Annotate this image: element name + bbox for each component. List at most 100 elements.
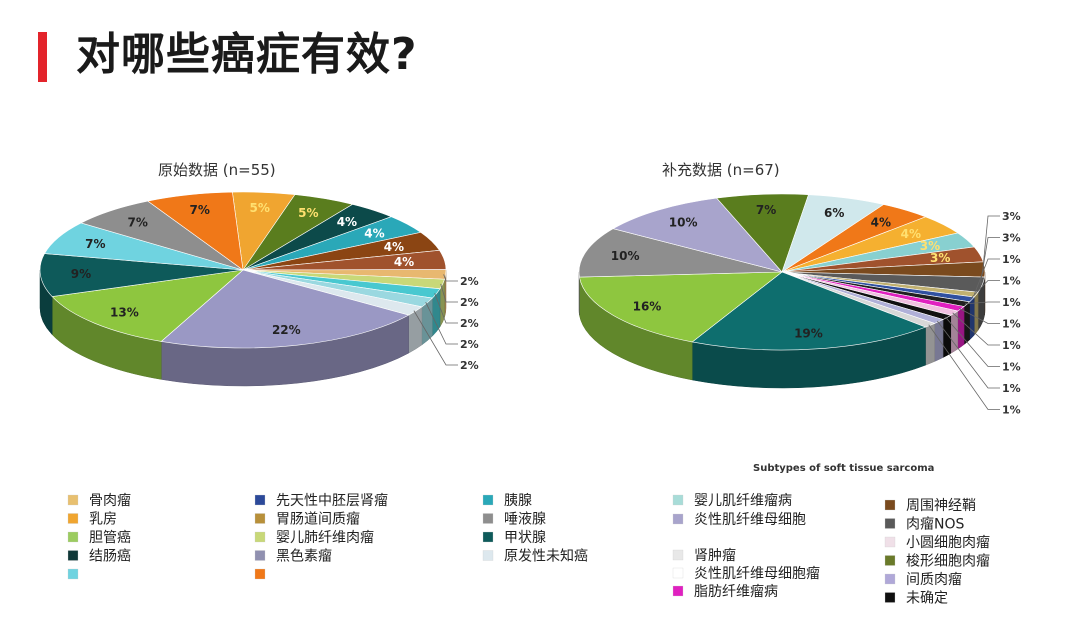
leader-line (973, 258, 1000, 295)
slice-label: 4% (384, 240, 404, 254)
pie-slice-side (934, 319, 944, 362)
slice-label: 6% (824, 206, 844, 220)
legend-label: 黑色素瘤 (276, 548, 332, 565)
pie-side (578, 271, 986, 389)
legend-swatch (884, 499, 896, 511)
slice-label: 7% (128, 215, 148, 229)
slice-label: 3% (920, 239, 940, 253)
pie-side (39, 269, 447, 387)
slice-label: 3% (1002, 232, 1021, 245)
page-title: 对哪些癌症有效? (76, 29, 418, 80)
legend-label: 小圆细胞肉瘤 (906, 534, 990, 551)
pie-slice (147, 191, 244, 271)
slice-label: 4% (394, 255, 414, 269)
pie-slice-side (925, 323, 935, 366)
legend-swatch (67, 494, 79, 506)
slice-label: 1% (1002, 361, 1021, 374)
legend-label: 肉瘤NOS (906, 516, 964, 533)
legend-label: 唾液腺 (504, 512, 546, 528)
legend-label: 脂肪纤维瘤病 (694, 583, 778, 600)
slice-label: 19% (794, 327, 823, 341)
leader-line (443, 274, 458, 282)
legend-swatch (67, 531, 79, 543)
pie-slice (612, 197, 783, 273)
slice-label: 22% (272, 323, 301, 337)
leader-line (440, 283, 458, 303)
leader-line (965, 301, 1000, 305)
slice-label: 3% (930, 251, 950, 265)
legend-swatch (672, 494, 684, 506)
pie-slice (39, 253, 244, 297)
leader-line (952, 312, 1000, 346)
slice-label: 7% (85, 237, 105, 251)
slice-label: 1% (1002, 339, 1021, 352)
pie-slice (160, 269, 410, 349)
pie-slice-side (963, 301, 970, 346)
leader-line (937, 320, 1000, 389)
legend-swatch (482, 494, 494, 506)
pie-slice (51, 269, 244, 342)
legend-label: 婴儿肺纤维肉瘤 (276, 529, 374, 546)
slice-label: 1% (1002, 382, 1021, 395)
legend-swatch (672, 585, 684, 597)
legend-swatch (884, 555, 896, 566)
legend-swatch (672, 567, 684, 579)
slice-label: 9% (71, 267, 91, 281)
legend-label: 婴儿肌纤维瘤病 (694, 492, 792, 509)
slice-label: 4% (871, 215, 891, 229)
slice-label: 10% (669, 215, 698, 229)
legend-swatch (482, 550, 494, 561)
legend-label: 间质肉瘤 (906, 571, 962, 588)
leader-line (959, 308, 1000, 324)
legend-label: 先天性中胚层肾瘤 (276, 492, 388, 509)
slice-label: 13% (110, 306, 139, 320)
slice-label: 2% (460, 338, 479, 351)
leader-line (928, 324, 1000, 410)
legend-swatch (67, 568, 79, 580)
slice-label: 1% (1002, 296, 1021, 309)
slice-label: 4% (901, 227, 921, 241)
legend-swatch (884, 536, 896, 548)
legend-swatch (482, 531, 494, 543)
slice-label: 1% (1002, 275, 1021, 288)
legend-label: 胃肠道间质瘤 (276, 511, 360, 528)
chart-1-title: 原始数据 (n=55) (158, 161, 276, 179)
legend-label: 骨肉瘤 (89, 492, 131, 509)
legend-label: 炎性肌纤维母细胞 (694, 512, 806, 528)
legend-label: 肾肿瘤 (694, 547, 736, 564)
pie-slice (781, 194, 885, 273)
leader-line (979, 237, 1000, 285)
pie-slice-side (973, 291, 979, 336)
pie-chart-original: 5% 5%4%4%4%4%2%2%2%2%2%22%13%9%7%7%7% (39, 191, 479, 387)
legend-label: 乳房 (89, 512, 117, 528)
slice-label: 2% (460, 275, 479, 288)
slice-label: 16% (633, 300, 662, 314)
pie-slice (578, 228, 783, 278)
legend-label: 梭形细胞肉瘤 (906, 553, 990, 570)
slice-label: 7% (756, 203, 776, 217)
legend-label: 周围神经鞘 (906, 498, 976, 514)
slice-label: 3% (1002, 210, 1021, 223)
slice-label: 7% (189, 203, 209, 217)
pie-chart-supplementary: 4%4%3%3%3%3%1%1%1%1%1%1%1%1%19%16%10%10%… (578, 193, 1021, 417)
legend-swatch (67, 550, 79, 561)
slice-label: 1% (1002, 318, 1021, 331)
slice-label: 5% (250, 201, 270, 215)
slice-label: 4% (337, 215, 357, 229)
slice-label: 2% (460, 359, 479, 372)
chart-2-subtitle: Subtypes of soft tissue sarcoma (753, 463, 934, 474)
legend-swatch (254, 494, 266, 506)
legend-swatch (884, 573, 896, 585)
leader-line (982, 215, 1000, 270)
leader-line (434, 293, 458, 324)
chart-2-title: 补充数据 (n=67) (662, 161, 780, 179)
slice-label: 2% (460, 317, 479, 330)
legend-label: 胆管癌 (89, 530, 131, 546)
legend-swatch (67, 513, 79, 524)
pie-slice (579, 271, 783, 343)
legend-label: 胰腺 (504, 493, 532, 509)
legend-swatch (482, 513, 494, 524)
legend-swatch (254, 513, 266, 524)
pie-slice-side (957, 305, 965, 350)
